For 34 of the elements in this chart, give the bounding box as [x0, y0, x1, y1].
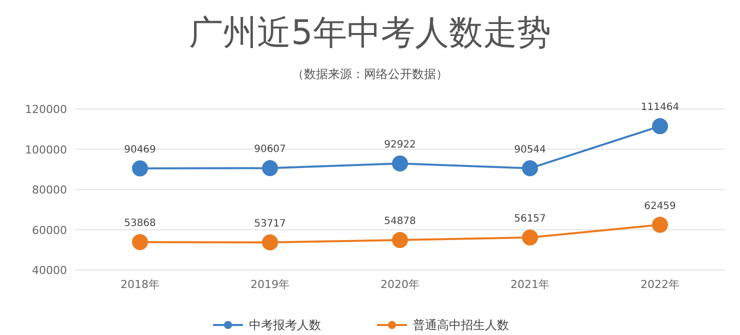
- point: [522, 229, 538, 246]
- data-label: 56157: [514, 213, 546, 224]
- point: [522, 160, 538, 176]
- chart-subtitle: （数据来源：网络公开数据）: [292, 67, 448, 81]
- point: [132, 234, 148, 250]
- y-tick-label: 60000: [32, 224, 67, 237]
- y-tick-label: 100000: [25, 143, 67, 156]
- x-tick-label: 2021年: [510, 278, 550, 291]
- point: [392, 155, 408, 172]
- data-label: 111464: [640, 102, 680, 114]
- point: [652, 216, 668, 233]
- point: [652, 118, 668, 134]
- data-label: 90544: [514, 144, 546, 156]
- data-label: 53717: [254, 218, 286, 230]
- y-tick-label: 120000: [25, 103, 67, 116]
- point: [132, 160, 148, 176]
- x-tick-label: 2022年: [640, 278, 680, 291]
- x-tick-label: 2019年: [250, 278, 290, 291]
- point: [262, 160, 278, 176]
- y-tick-label: 80000: [32, 184, 67, 196]
- data-label: 53868: [124, 218, 156, 230]
- data-label: 90469: [124, 144, 156, 156]
- legend-label: 中考报考人数: [249, 318, 321, 332]
- legend-label: 普通高中招生人数: [413, 318, 509, 332]
- x-tick-label: 2018年: [120, 278, 160, 291]
- point: [262, 234, 278, 250]
- data-label: 62459: [644, 200, 676, 212]
- point: [392, 232, 408, 248]
- chart-title: 广州近5年中考人数走势: [189, 13, 551, 53]
- data-label: 54878: [384, 216, 416, 228]
- x-tick-label: 2020年: [380, 278, 420, 291]
- data-label: 90607: [254, 144, 286, 156]
- data-label: 92922: [384, 139, 416, 150]
- y-tick-label: 40000: [32, 264, 67, 277]
